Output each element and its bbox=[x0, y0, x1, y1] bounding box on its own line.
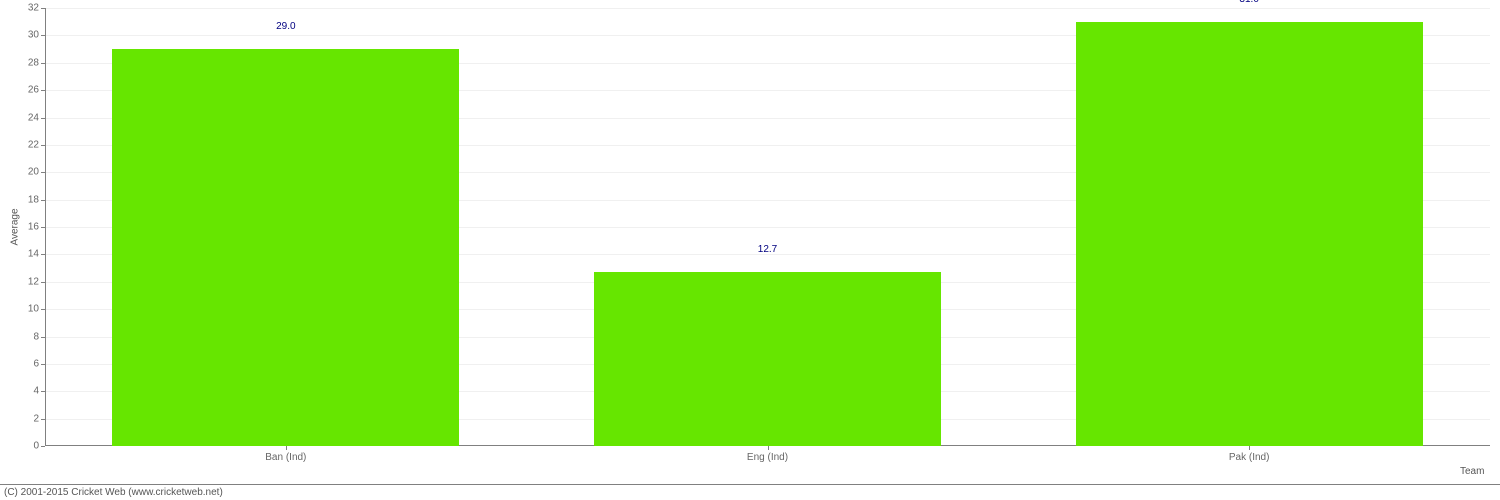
y-axis-line bbox=[45, 8, 46, 446]
bar-value-label: 31.0 bbox=[1239, 0, 1258, 8]
x-tick-mark bbox=[1249, 446, 1250, 450]
plot-area: 0246810121416182022242628303229.0Ban (In… bbox=[45, 8, 1490, 446]
x-tick-mark bbox=[768, 446, 769, 450]
bar-value-label: 29.0 bbox=[276, 21, 295, 35]
bar bbox=[1076, 22, 1423, 446]
bar bbox=[594, 272, 941, 446]
gridline bbox=[45, 8, 1490, 9]
y-axis-title: Average bbox=[10, 208, 21, 245]
bar-value-label: 12.7 bbox=[758, 244, 777, 258]
x-axis-title: Team bbox=[1460, 466, 1484, 477]
x-tick-mark bbox=[286, 446, 287, 450]
footer-credit: (C) 2001-2015 Cricket Web (www.cricketwe… bbox=[0, 484, 1500, 500]
bar bbox=[112, 49, 459, 446]
y-tick-mark bbox=[41, 446, 45, 447]
chart-container: 0246810121416182022242628303229.0Ban (In… bbox=[0, 0, 1500, 500]
